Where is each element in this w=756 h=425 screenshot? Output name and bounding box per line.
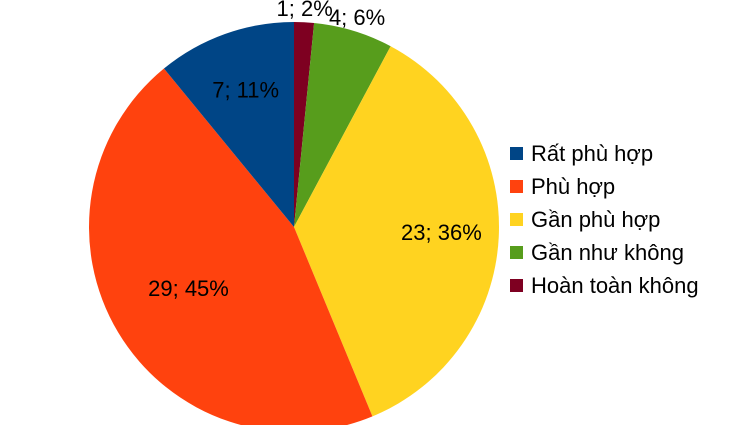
pie-slice-2 (294, 46, 499, 417)
pie-data-label-4: 1; 2% (277, 0, 333, 21)
pie-data-label-2: 23; 36% (401, 220, 482, 245)
legend-swatch (510, 180, 523, 193)
legend-swatch (510, 213, 523, 226)
pie-data-label-1: 29; 45% (148, 276, 229, 301)
legend-label: Phù hợp (531, 173, 616, 199)
legend: Rất phù hợp Phù hợp Gần phù hợp Gần như … (510, 137, 699, 302)
legend-swatch (510, 279, 523, 292)
pie-slices (89, 22, 499, 425)
legend-item-phu-hop: Phù hợp (510, 170, 699, 203)
pie-data-labels: 1; 2%4; 6% 23; 36% 29; 45% 7; 11% (148, 0, 482, 301)
pie-data-label-0: 7; 11% (212, 78, 279, 103)
legend-swatch (510, 246, 523, 259)
legend-label: Gần phù hợp (531, 206, 661, 232)
pie-data-label-3: 4; 6% (329, 5, 385, 30)
legend-label: Gần như không (531, 239, 684, 265)
pie-slice-0 (163, 22, 294, 227)
pie-slice-1 (89, 68, 373, 425)
legend-label: Rất phù hợp (531, 140, 654, 166)
legend-label: Hoàn toàn không (531, 272, 699, 298)
legend-item-hoan-toan-khong: Hoàn toàn không (510, 269, 699, 302)
pie-slice-3 (294, 22, 391, 227)
legend-swatch (510, 147, 523, 160)
legend-item-rat-phu-hop: Rất phù hợp (510, 137, 699, 170)
legend-item-gan-phu-hop: Gần phù hợp (510, 203, 699, 236)
legend-item-gan-nhu-khong: Gần như không (510, 236, 699, 269)
pie-slice-4 (294, 22, 315, 227)
